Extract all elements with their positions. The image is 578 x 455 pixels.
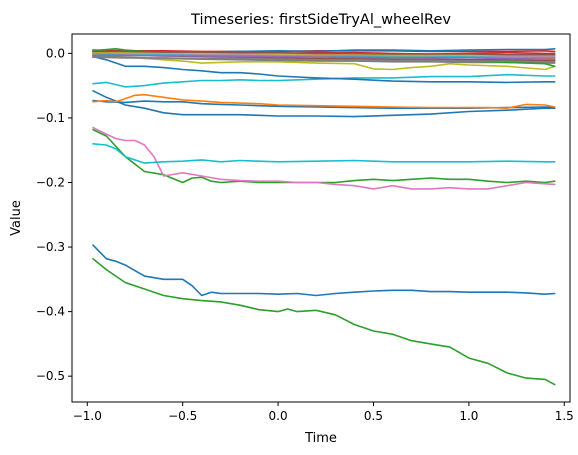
x-tick-label: 0.5 (364, 409, 383, 423)
series-line-8 (92, 93, 556, 109)
y-axis-label: Value (9, 200, 24, 236)
x-axis-label: Time (304, 431, 337, 446)
plot-frame (71, 33, 571, 403)
y-tick-label: −0.4 (36, 305, 65, 319)
series-line-4 (92, 126, 556, 190)
y-tick-label: −0.1 (36, 111, 65, 125)
y-tick-label: −0.5 (36, 369, 65, 383)
y-axis: 0.0 −0.1 −0.2 −0.3 −0.4 −0.5 (36, 46, 72, 383)
x-axis: −1.0 −0.5 0.0 0.5 1.0 1.5 (73, 402, 574, 423)
y-tick-label: 0.0 (46, 46, 65, 60)
series-layer (92, 47, 556, 386)
series-line-9 (92, 73, 556, 88)
series-line-1 (92, 257, 556, 386)
series-line-2 (92, 244, 556, 297)
series-line-6 (92, 90, 556, 118)
x-tick-label: −0.5 (168, 409, 197, 423)
x-tick-label: 1.5 (555, 409, 574, 423)
series-line-24 (92, 50, 556, 56)
series-line-25 (92, 56, 556, 63)
series-line-5 (92, 143, 556, 164)
series-line-10 (92, 55, 556, 84)
series-line-11 (92, 53, 556, 71)
x-tick-label: −1.0 (73, 409, 102, 423)
chart-title: Timeseries: firstSideTryAl_wheelRev (190, 12, 451, 28)
y-tick-label: −0.3 (36, 240, 65, 254)
series-line-23 (92, 54, 556, 61)
y-tick-label: −0.2 (36, 175, 65, 189)
x-tick-label: 1.0 (459, 409, 478, 423)
x-tick-label: 0.0 (269, 409, 288, 423)
